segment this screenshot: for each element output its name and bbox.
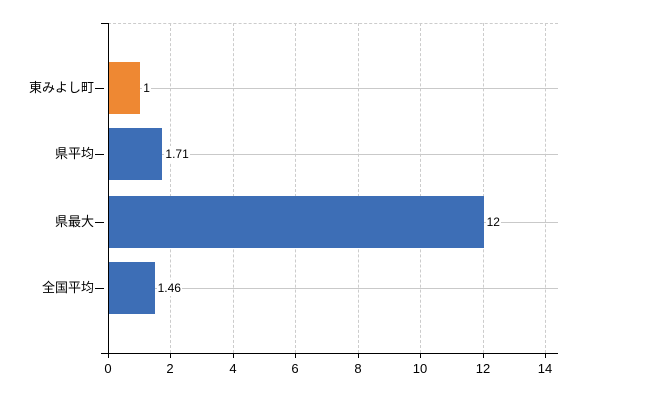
x-axis-tick	[420, 354, 421, 358]
value-label: 1.46	[156, 280, 182, 296]
category-label: 県最大	[54, 214, 94, 229]
gridline	[545, 23, 546, 353]
x-axis-tick	[108, 354, 109, 358]
category-label: 東みよし町	[28, 80, 94, 95]
category-label: 全国平均	[41, 280, 94, 295]
y-axis-top-tick	[101, 23, 108, 24]
bar	[109, 62, 141, 114]
value-leader-line	[108, 88, 558, 89]
category-tick	[95, 88, 104, 89]
x-axis-tick	[233, 354, 234, 358]
value-label: 1	[142, 80, 151, 96]
x-axis-tick-label: 12	[475, 361, 491, 376]
x-axis-tick-label: 0	[104, 361, 112, 376]
category-label: 県平均	[54, 146, 94, 161]
x-axis-tick-label: 10	[412, 361, 428, 376]
bar	[109, 262, 155, 314]
x-axis-tick-label: 8	[354, 361, 362, 376]
category-tick	[95, 154, 104, 155]
x-axis-tick-label: 14	[537, 361, 553, 376]
gridline	[420, 23, 421, 353]
gridline	[170, 23, 171, 353]
x-axis-tick	[483, 354, 484, 358]
plot-top-border	[108, 23, 558, 24]
y-axis-line	[108, 23, 109, 358]
gridline	[233, 23, 234, 353]
x-axis-tick-label: 2	[166, 361, 174, 376]
plot-area: 0 2 4 6 8 10 12 14 東みよし町 1 県平均 1.71 県最大 12 全国平均 1.46	[29, 23, 558, 376]
bar	[109, 128, 163, 180]
category-tick	[95, 288, 104, 289]
value-leader-line	[108, 154, 558, 155]
value-leader-line	[108, 288, 558, 289]
bar	[109, 196, 484, 248]
gridline	[358, 23, 359, 353]
x-axis-line	[101, 353, 558, 354]
value-label: 1.71	[164, 146, 190, 162]
x-axis-tick-label: 4	[229, 361, 237, 376]
gridline	[295, 23, 296, 353]
x-axis-tick-label: 6	[291, 361, 299, 376]
x-axis-tick	[170, 354, 171, 358]
category-tick	[95, 222, 104, 223]
x-axis-tick	[358, 354, 359, 358]
gridline	[483, 23, 484, 353]
value-label: 12	[485, 214, 501, 230]
x-axis-tick	[545, 354, 546, 358]
x-axis-tick	[295, 354, 296, 358]
